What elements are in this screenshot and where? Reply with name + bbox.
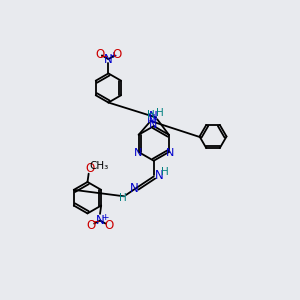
Text: H: H bbox=[156, 108, 164, 118]
Text: N: N bbox=[96, 214, 104, 227]
Text: +: + bbox=[101, 213, 108, 222]
Text: O: O bbox=[95, 48, 104, 61]
Text: −: − bbox=[100, 52, 108, 62]
Text: +: + bbox=[109, 51, 116, 60]
Text: N: N bbox=[104, 52, 113, 66]
Text: N: N bbox=[147, 113, 155, 127]
Text: H: H bbox=[161, 167, 169, 177]
Text: H: H bbox=[119, 193, 127, 203]
Text: N: N bbox=[149, 120, 157, 130]
Text: CH₃: CH₃ bbox=[89, 161, 108, 171]
Text: N: N bbox=[134, 148, 142, 158]
Text: O: O bbox=[112, 48, 122, 61]
Text: N: N bbox=[149, 110, 158, 123]
Text: O: O bbox=[104, 219, 113, 232]
Text: H: H bbox=[147, 110, 155, 120]
Text: O: O bbox=[87, 219, 96, 232]
Text: −: − bbox=[92, 217, 100, 227]
Text: N: N bbox=[166, 148, 174, 158]
Text: O: O bbox=[86, 162, 95, 175]
Text: N: N bbox=[129, 182, 138, 195]
Text: N: N bbox=[154, 169, 163, 182]
